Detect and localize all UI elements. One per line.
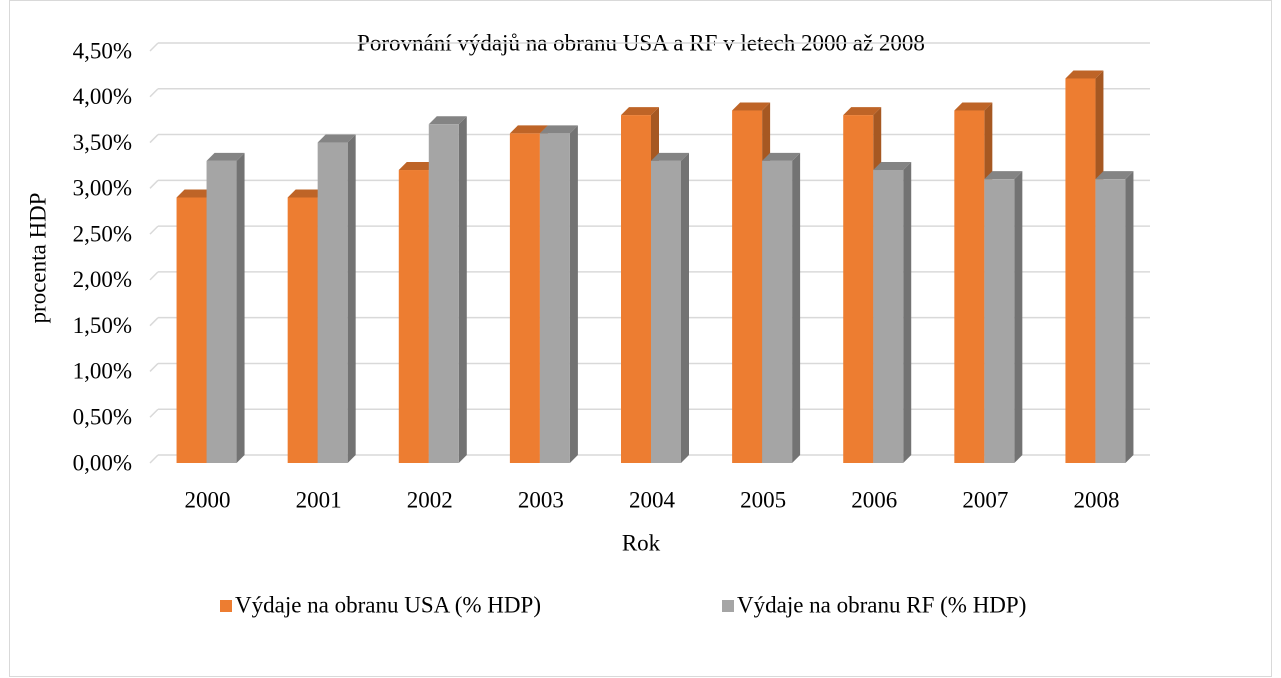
bar-side [903, 162, 912, 463]
bar-top [621, 107, 659, 116]
x-tick-label: 2007 [962, 487, 1008, 512]
x-axis-title: Rok [622, 530, 661, 555]
x-tick-label: 2005 [740, 487, 786, 512]
bar-front [176, 197, 207, 463]
bar [206, 152, 245, 463]
bar [762, 152, 801, 463]
bar-side [569, 125, 578, 464]
bar-top [762, 152, 801, 161]
bar [873, 162, 912, 463]
grid-line-side [149, 408, 159, 418]
y-axis-title: procenta HDP [25, 193, 50, 324]
bar-top [984, 171, 1023, 180]
bar-side [792, 152, 801, 463]
bar-front [621, 115, 651, 463]
y-tick-label: 2,00% [73, 267, 132, 292]
bar-top [509, 125, 548, 134]
bar-front [762, 160, 793, 463]
x-tick-label: 2004 [629, 487, 676, 512]
x-tick-label: 2008 [1073, 487, 1119, 512]
y-tick-label: 4,50% [73, 38, 132, 63]
bar-front [843, 115, 874, 463]
bar-top [651, 152, 689, 161]
y-tick-label: 1,50% [73, 313, 132, 338]
bar-front [509, 133, 540, 463]
bar-front [287, 197, 318, 463]
bar-side [458, 116, 467, 463]
bar-top [176, 189, 215, 198]
bar-top [1095, 171, 1134, 180]
y-tick-label: 2,50% [73, 221, 132, 246]
x-tick-label: 2000 [185, 487, 231, 512]
bar-front [873, 170, 904, 463]
bar-top [287, 189, 326, 198]
grid-line-side [149, 134, 159, 144]
bar-top [428, 116, 467, 125]
grid-line-side [149, 454, 159, 464]
bar-top [398, 162, 437, 171]
bar [1065, 70, 1104, 463]
bar-front [398, 170, 429, 463]
legend-swatch [722, 600, 734, 612]
y-tick-label: 3,00% [73, 176, 132, 201]
x-tick-label: 2003 [518, 487, 564, 512]
y-tick-label: 1,00% [73, 359, 132, 384]
bar-front [317, 142, 348, 464]
legend-label: Výdaje na obranu USA (% HDP) [235, 592, 541, 617]
bar-front [732, 110, 763, 463]
grid-line-side [149, 271, 159, 281]
grid-line-side [149, 362, 159, 372]
x-tick-label: 2001 [296, 487, 342, 512]
y-tick-label: 3,50% [73, 130, 132, 155]
grid-line-side [149, 317, 159, 327]
bar-front [1095, 179, 1126, 463]
bar-top [873, 162, 912, 171]
x-tick-label: 2006 [851, 487, 897, 512]
grid-line-side [149, 179, 159, 189]
bar [317, 134, 356, 464]
bar-front [651, 160, 681, 463]
legend-swatch [220, 600, 232, 612]
bar-side [681, 152, 689, 463]
bar-front [984, 179, 1015, 463]
y-tick-label: 0,00% [73, 450, 132, 475]
bar-front [954, 110, 985, 463]
bar [984, 171, 1023, 463]
bar [1095, 171, 1134, 463]
bar-front [206, 160, 237, 463]
bar-front [1065, 78, 1096, 463]
x-tick-label: 2002 [407, 487, 453, 512]
bar [539, 125, 578, 464]
y-tick-label: 0,50% [73, 405, 132, 430]
legend-label: Výdaje na obranu RF (% HDP) [737, 592, 1026, 617]
bar-top [206, 152, 245, 161]
bar-side [236, 152, 245, 463]
bar [651, 152, 689, 463]
bar-front [539, 133, 570, 463]
bar-top [843, 107, 882, 116]
grid-line-side [149, 42, 159, 52]
bar-top [539, 125, 578, 134]
bar-side [347, 134, 356, 464]
bar-top [1065, 70, 1104, 79]
bar [428, 116, 467, 463]
bar-side [1125, 171, 1134, 463]
bar-front [428, 124, 459, 463]
y-tick-label: 4,00% [73, 84, 132, 109]
bar-top [317, 134, 356, 143]
bar-top [954, 102, 993, 111]
grid-line-side [149, 88, 159, 98]
bar-top [732, 102, 771, 111]
bar-side [1014, 171, 1023, 463]
grid-line-side [149, 225, 159, 235]
